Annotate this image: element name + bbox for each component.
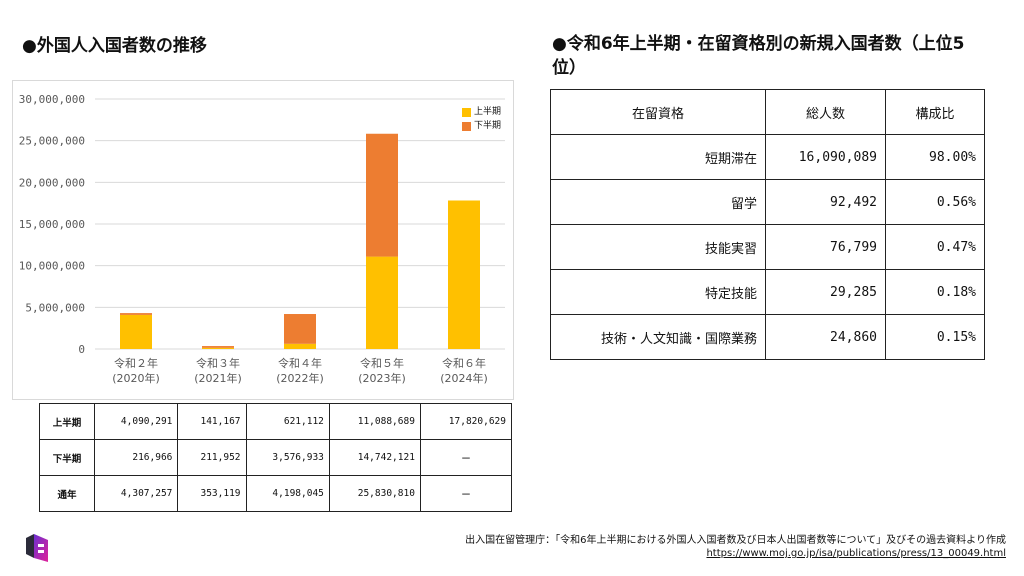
legend-swatch-first-half bbox=[462, 107, 471, 117]
legend-item-first-half: 上半期 bbox=[462, 105, 501, 119]
column-header: 在留資格 bbox=[550, 89, 766, 135]
table-title: ●令和6年上半期・在留資格別の新規入国者数（上位5位） bbox=[552, 34, 965, 78]
bar-first-half bbox=[366, 256, 398, 349]
table-cell: 141,167 bbox=[177, 403, 247, 440]
table-cell: 211,952 bbox=[177, 439, 247, 476]
bar-first-half bbox=[448, 200, 480, 349]
legend-label-first-half: 上半期 bbox=[474, 107, 502, 117]
total-cell: 92,492 bbox=[765, 179, 886, 225]
status-cell: 技能実習 bbox=[550, 224, 766, 270]
x-tick-label: (2022年) bbox=[276, 371, 324, 385]
status-cell: 留学 bbox=[550, 179, 766, 225]
table-row: 短期滞在 16,090,089 98.00% bbox=[550, 134, 985, 180]
status-cell: 特定技能 bbox=[550, 269, 766, 315]
table-header-row: 在留資格 総人数 構成比 bbox=[550, 89, 985, 135]
chart-title: ●外国人入国者数の推移 bbox=[22, 36, 207, 56]
x-tick-label: 令和４年 bbox=[278, 356, 322, 370]
x-tick-label: 令和３年 bbox=[196, 356, 240, 370]
total-cell: 16,090,089 bbox=[765, 134, 886, 180]
table-cell: 353,119 bbox=[177, 475, 247, 512]
row-header: 上半期 bbox=[39, 403, 95, 440]
x-tick-label: 令和６年 bbox=[442, 356, 486, 370]
total-cell: 76,799 bbox=[765, 224, 886, 270]
table-cell: ー bbox=[419, 439, 513, 476]
y-tick-label: 0 bbox=[78, 343, 85, 356]
table-cell: 3,576,933 bbox=[245, 439, 330, 476]
legend-item-second-half: 下半期 bbox=[462, 119, 501, 133]
ratio-cell: 0.56% bbox=[885, 179, 985, 225]
table-row: 通年 4,307,257 353,119 4,198,045 25,830,81… bbox=[39, 475, 513, 512]
brand-logo-icon bbox=[24, 532, 52, 562]
y-tick-label: 15,000,000 bbox=[19, 218, 85, 231]
legend-label-second-half: 下半期 bbox=[474, 121, 502, 131]
y-tick-label: 5,000,000 bbox=[25, 301, 85, 314]
bar-second-half bbox=[120, 313, 152, 315]
table-row: 技能実習 76,799 0.47% bbox=[550, 224, 985, 270]
table-row: 下半期 216,966 211,952 3,576,933 14,742,121… bbox=[39, 439, 513, 476]
chart-legend: 上半期 下半期 bbox=[462, 105, 501, 133]
bar-first-half bbox=[202, 347, 234, 349]
x-tick-label: (2021年) bbox=[194, 371, 242, 385]
row-header: 下半期 bbox=[39, 439, 95, 476]
bar-first-half bbox=[120, 314, 152, 349]
source-citation: 出入国在留管理庁：「令和6年上半期における外国人入国者数及び日本人出国者数等につ… bbox=[465, 535, 1006, 546]
ratio-cell: 0.15% bbox=[885, 314, 985, 360]
x-tick-label: (2020年) bbox=[112, 371, 160, 385]
total-cell: 24,860 bbox=[765, 314, 886, 360]
x-tick-label: (2023年) bbox=[358, 371, 406, 385]
chart-svg: 0 5,000,000 10,000,000 15,000,000 20,000,000… bbox=[19, 93, 505, 385]
status-cell: 短期滞在 bbox=[550, 134, 766, 180]
y-tick-label: 20,000,000 bbox=[19, 176, 85, 189]
legend-swatch-second-half bbox=[462, 121, 471, 131]
source-link[interactable]: https://www.moj.go.jp/isa/publications/p… bbox=[706, 548, 1006, 559]
column-header: 構成比 bbox=[885, 89, 985, 135]
table-cell: 216,966 bbox=[93, 439, 179, 476]
x-tick-label: (2024年) bbox=[440, 371, 488, 385]
table-row: 特定技能 29,285 0.18% bbox=[550, 269, 985, 315]
table-cell: 4,198,045 bbox=[245, 475, 330, 512]
table-cell: 11,088,689 bbox=[328, 403, 421, 440]
x-tick-label: 令和５年 bbox=[360, 356, 404, 370]
table-cell: 621,112 bbox=[245, 403, 330, 440]
y-tick-label: 25,000,000 bbox=[19, 135, 85, 148]
y-tick-label: 30,000,000 bbox=[19, 93, 85, 106]
ratio-cell: 0.47% bbox=[885, 224, 985, 270]
bar-second-half bbox=[366, 133, 398, 257]
table-row: 上半期 4,090,291 141,167 621,112 11,088,689… bbox=[39, 403, 513, 440]
table-cell: ー bbox=[419, 475, 513, 512]
bar-first-half bbox=[284, 343, 316, 349]
table-row: 留学 92,492 0.56% bbox=[550, 179, 985, 225]
bar-second-half bbox=[202, 346, 234, 348]
table-cell: 4,090,291 bbox=[93, 403, 179, 440]
ratio-cell: 98.00% bbox=[885, 134, 985, 180]
table-cell: 4,307,257 bbox=[93, 475, 179, 512]
table-cell: 14,742,121 bbox=[328, 439, 421, 476]
table-cell: 17,820,629 bbox=[419, 403, 513, 440]
total-cell: 29,285 bbox=[765, 269, 886, 315]
ratio-cell: 0.18% bbox=[885, 269, 985, 315]
y-tick-label: 10,000,000 bbox=[19, 260, 85, 273]
status-cell: 技術・人文知識・国際業務 bbox=[550, 314, 766, 360]
row-header: 通年 bbox=[39, 475, 95, 512]
chart-data-table: 上半期 4,090,291 141,167 621,112 11,088,689… bbox=[39, 403, 513, 512]
residence-status-table: 在留資格 総人数 構成比 短期滞在 16,090,089 98.00% 留学 9… bbox=[550, 89, 985, 360]
bar-second-half bbox=[284, 314, 316, 344]
column-header: 総人数 bbox=[765, 89, 886, 135]
table-cell: 25,830,810 bbox=[328, 475, 421, 512]
stacked-bar-chart: 0 5,000,000 10,000,000 15,000,000 20,000,000… bbox=[12, 80, 514, 400]
x-tick-label: 令和２年 bbox=[114, 356, 158, 370]
table-row: 技術・人文知識・国際業務 24,860 0.15% bbox=[550, 314, 985, 360]
